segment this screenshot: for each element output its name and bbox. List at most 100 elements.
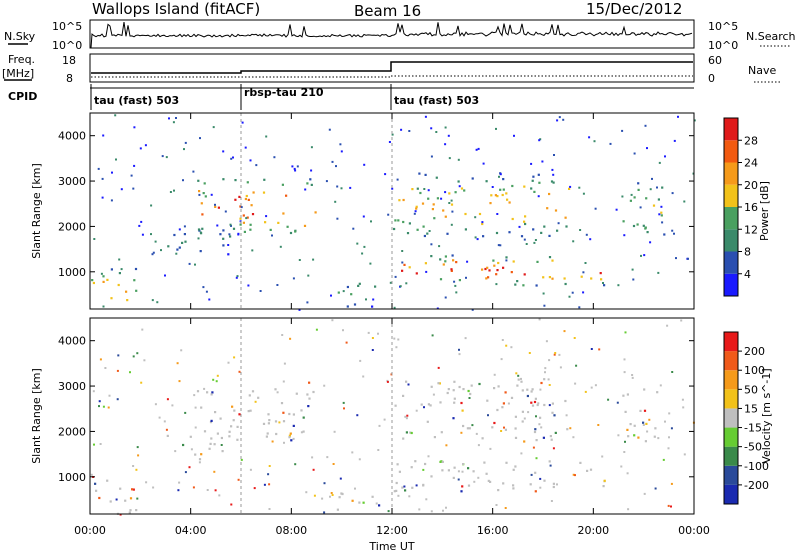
data-cell [402,437,405,440]
data-cell [433,436,436,439]
data-cell [115,158,117,161]
data-cell [458,185,461,188]
data-cell [216,432,219,435]
data-cell [615,208,618,211]
colorbar-tick-label: 8 [744,246,751,259]
data-cell [243,230,246,233]
data-cell [244,197,247,201]
data-cell [535,439,538,442]
data-cell [502,178,505,181]
data-cell [538,181,541,184]
data-cell [438,245,441,248]
data-cell [213,443,216,446]
data-cell [487,276,490,279]
data-cell [106,278,109,281]
data-cell [654,427,657,430]
data-cell [466,260,469,263]
data-cell [214,489,217,492]
data-cell [538,423,541,426]
data-cell [220,436,223,440]
noise-tick-top-right: 10^5 [708,20,738,33]
data-cell [426,232,429,235]
data-cell [565,414,568,417]
data-cell [484,267,487,271]
data-cell [607,398,610,401]
data-cell [460,431,463,434]
data-cell [572,473,575,476]
data-cell [489,480,492,483]
data-cell [406,414,409,417]
data-cell [267,413,270,416]
data-cell [624,331,627,334]
data-cell [493,421,496,425]
data-cell [452,417,455,420]
data-cell [404,415,407,418]
data-cell [629,199,632,202]
data-cell [453,401,456,404]
data-cell [169,191,172,193]
data-cell [542,292,545,295]
data-cell [548,234,551,237]
data-cell [378,504,381,507]
data-cell [552,482,555,485]
data-cell [535,284,538,287]
colorbar-tick-label: -50 [744,441,762,454]
data-cell [391,133,394,136]
data-cell [444,126,447,129]
data-cell [429,404,432,407]
data-cell [514,427,517,430]
data-cell [671,371,674,373]
data-cell [198,458,202,461]
data-cell [455,261,458,264]
data-cell [212,126,215,129]
data-cell [453,380,456,383]
data-cell [120,188,123,191]
data-cell [620,465,623,468]
data-cell [518,225,521,228]
data-cell [536,403,539,407]
data-cell [220,444,223,446]
data-cell [562,118,565,121]
colorbar-tick-label: 28 [744,134,758,147]
data-cell [626,428,629,431]
data-cell [486,399,489,402]
data-cell [203,182,206,185]
data-cell [491,426,494,429]
colorbar-tick-label: 15 [744,402,758,415]
data-cell [468,397,471,399]
data-cell [245,217,248,220]
data-cell [248,394,251,397]
data-cell [539,388,542,391]
data-cell [649,241,652,244]
data-cell [512,468,515,471]
x-tick-label: 00:00 [678,524,710,537]
data-cell [118,258,121,261]
data-cell [440,460,443,463]
data-cell [230,157,233,160]
data-cell [642,424,645,426]
data-cell [524,222,527,226]
data-cell [312,258,315,261]
data-cell [435,176,438,179]
data-cell [336,508,339,511]
data-cell [211,391,214,394]
data-cell [230,224,232,227]
data-cell [442,209,445,212]
data-cell [464,228,467,231]
noise-tick-top: 10^5 [52,20,82,33]
data-cell [402,394,405,397]
data-cell [500,430,503,432]
data-cell [660,205,663,208]
data-cell [528,352,531,354]
data-cell [524,215,527,218]
data-cell [136,446,139,449]
data-cell [415,484,418,487]
data-cell [139,147,142,150]
data-cell [660,214,663,217]
data-cell [150,233,152,236]
data-cell [197,237,200,240]
data-cell [661,186,664,189]
data-cell [363,245,366,248]
data-cell [212,378,215,381]
data-cell [136,352,139,355]
